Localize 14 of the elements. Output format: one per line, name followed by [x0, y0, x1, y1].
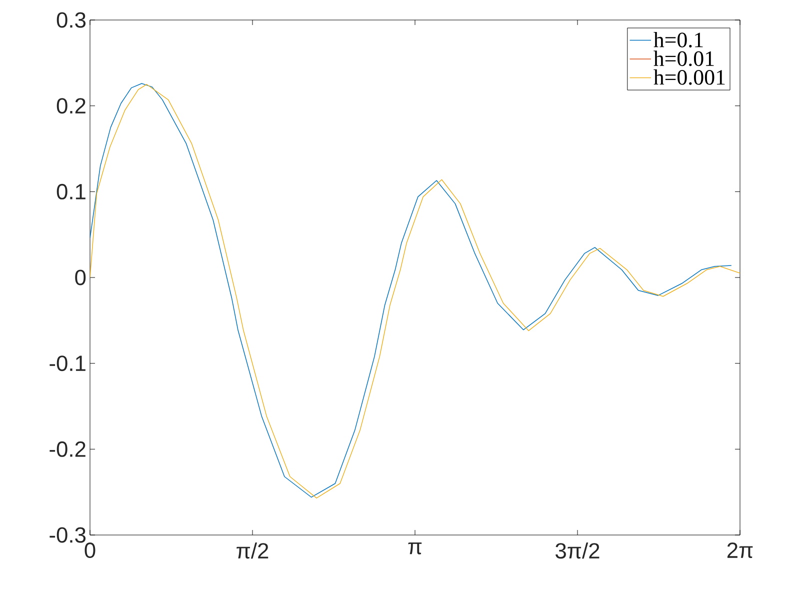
y-tick-label: -0.2 [50, 441, 86, 457]
y-tick-label: -0.3 [50, 527, 86, 543]
y-tick-label: 0.1 [56, 184, 86, 200]
legend-label: h=0.01 [654, 50, 714, 66]
legend-label: h=0.001 [654, 69, 725, 85]
x-tick-label: π/2 [236, 542, 268, 559]
x-tick-label: 2π [727, 542, 753, 558]
y-tick-label: 0.3 [56, 12, 86, 28]
y-tick-label: 0.2 [56, 98, 86, 114]
x-tick-label: π [408, 542, 422, 554]
y-tick-label: -0.1 [50, 356, 86, 372]
legend-label: h=0.1 [654, 32, 703, 48]
y-tick-label: 0 [75, 270, 86, 286]
x-tick-label: 3π/2 [556, 542, 600, 559]
